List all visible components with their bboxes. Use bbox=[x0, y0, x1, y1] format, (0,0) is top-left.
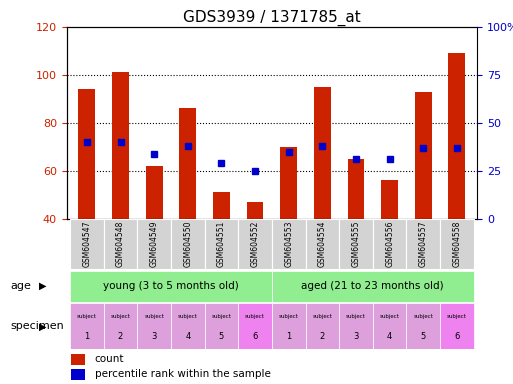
Bar bbox=[406, 219, 440, 269]
Bar bbox=[205, 303, 238, 349]
Bar bbox=[71, 354, 85, 365]
Text: 3: 3 bbox=[151, 332, 157, 341]
Text: 4: 4 bbox=[185, 332, 190, 341]
Bar bbox=[171, 219, 205, 269]
Bar bbox=[70, 219, 104, 269]
Text: ▶: ▶ bbox=[38, 321, 46, 331]
Bar bbox=[171, 303, 205, 349]
Text: GSM604553: GSM604553 bbox=[284, 220, 293, 267]
Bar bbox=[213, 192, 230, 219]
Bar bbox=[348, 159, 364, 219]
Text: 4: 4 bbox=[387, 332, 392, 341]
Bar bbox=[440, 219, 473, 269]
Bar bbox=[373, 219, 406, 269]
Text: age: age bbox=[10, 281, 31, 291]
Text: 3: 3 bbox=[353, 332, 359, 341]
Text: subject: subject bbox=[144, 314, 164, 319]
Bar bbox=[306, 219, 339, 269]
Text: GSM604550: GSM604550 bbox=[183, 220, 192, 267]
Bar bbox=[78, 89, 95, 219]
Bar bbox=[415, 92, 431, 219]
Bar bbox=[339, 219, 373, 269]
Text: subject: subject bbox=[77, 314, 97, 319]
Bar bbox=[137, 219, 171, 269]
Text: GSM604552: GSM604552 bbox=[250, 221, 260, 267]
Text: percentile rank within the sample: percentile rank within the sample bbox=[94, 369, 270, 379]
Bar bbox=[440, 303, 473, 349]
Bar bbox=[104, 303, 137, 349]
Bar bbox=[373, 303, 406, 349]
Text: GSM604556: GSM604556 bbox=[385, 220, 394, 267]
Text: GSM604551: GSM604551 bbox=[217, 221, 226, 267]
Text: GSM604554: GSM604554 bbox=[318, 220, 327, 267]
Bar bbox=[272, 271, 473, 302]
Bar bbox=[406, 303, 440, 349]
Bar bbox=[112, 73, 129, 219]
Bar bbox=[137, 303, 171, 349]
Bar bbox=[70, 303, 104, 349]
Bar bbox=[146, 166, 163, 219]
Text: 6: 6 bbox=[252, 332, 258, 341]
Text: subject: subject bbox=[178, 314, 198, 319]
Text: GSM604555: GSM604555 bbox=[351, 220, 361, 267]
Text: GSM604549: GSM604549 bbox=[150, 220, 159, 267]
Text: 6: 6 bbox=[454, 332, 460, 341]
Text: aged (21 to 23 months old): aged (21 to 23 months old) bbox=[302, 281, 444, 291]
Text: GSM604557: GSM604557 bbox=[419, 220, 428, 267]
Bar bbox=[314, 87, 331, 219]
Bar bbox=[238, 219, 272, 269]
Text: subject: subject bbox=[380, 314, 400, 319]
Bar bbox=[280, 147, 297, 219]
Bar bbox=[448, 53, 465, 219]
Text: 1: 1 bbox=[84, 332, 89, 341]
Text: count: count bbox=[94, 354, 124, 364]
Text: subject: subject bbox=[111, 314, 130, 319]
Text: subject: subject bbox=[312, 314, 332, 319]
Bar bbox=[272, 219, 306, 269]
Text: subject: subject bbox=[413, 314, 433, 319]
Bar bbox=[306, 303, 339, 349]
Bar bbox=[70, 271, 272, 302]
Bar bbox=[205, 219, 238, 269]
Text: subject: subject bbox=[211, 314, 231, 319]
Text: 5: 5 bbox=[421, 332, 426, 341]
Text: 2: 2 bbox=[320, 332, 325, 341]
Text: 1: 1 bbox=[286, 332, 291, 341]
Bar bbox=[238, 303, 272, 349]
Text: young (3 to 5 months old): young (3 to 5 months old) bbox=[103, 281, 239, 291]
Text: subject: subject bbox=[245, 314, 265, 319]
Text: 5: 5 bbox=[219, 332, 224, 341]
Bar bbox=[272, 303, 306, 349]
Bar bbox=[339, 303, 373, 349]
Text: specimen: specimen bbox=[10, 321, 64, 331]
Bar bbox=[381, 180, 398, 219]
Text: subject: subject bbox=[346, 314, 366, 319]
Text: GSM604547: GSM604547 bbox=[83, 220, 91, 267]
Bar bbox=[71, 369, 85, 380]
Text: ▶: ▶ bbox=[38, 281, 46, 291]
Text: subject: subject bbox=[447, 314, 467, 319]
Text: subject: subject bbox=[279, 314, 299, 319]
Bar bbox=[180, 108, 196, 219]
Text: GSM604558: GSM604558 bbox=[452, 221, 461, 267]
Bar bbox=[104, 219, 137, 269]
Text: GSM604548: GSM604548 bbox=[116, 221, 125, 267]
Text: 2: 2 bbox=[118, 332, 123, 341]
Bar bbox=[247, 202, 264, 219]
Title: GDS3939 / 1371785_at: GDS3939 / 1371785_at bbox=[183, 9, 361, 25]
